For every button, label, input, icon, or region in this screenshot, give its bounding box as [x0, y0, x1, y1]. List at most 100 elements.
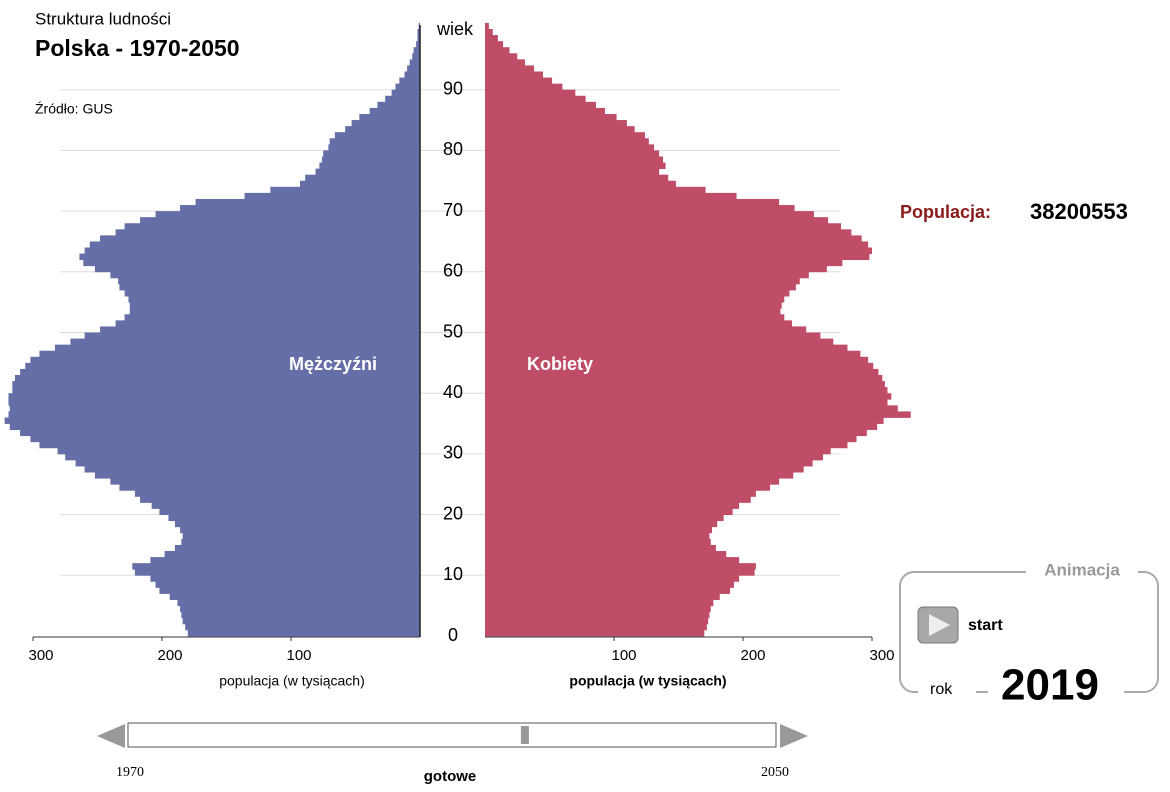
slider-prev[interactable]	[97, 724, 125, 748]
bar	[485, 338, 834, 346]
bar	[150, 557, 420, 564]
year-value: 2019	[1001, 661, 1099, 710]
x-axis-title: populacja (w tysiącach)	[569, 673, 726, 689]
bar	[485, 441, 848, 449]
bar	[391, 89, 420, 97]
bar	[485, 411, 911, 418]
bar	[89, 241, 420, 248]
bar	[485, 399, 888, 406]
bar	[485, 126, 635, 133]
bar	[164, 551, 420, 558]
bar	[4, 417, 421, 424]
bar	[485, 587, 731, 594]
year-label: rok	[930, 681, 953, 698]
bar	[485, 629, 705, 637]
x-tick-label: 300	[28, 647, 53, 664]
slider-handle[interactable]	[520, 726, 529, 744]
bar	[118, 277, 420, 285]
bar	[385, 95, 420, 103]
bar	[140, 217, 420, 224]
label-bg	[1026, 560, 1138, 582]
bar	[416, 41, 420, 48]
bar	[485, 113, 617, 121]
bar	[485, 308, 781, 315]
bar	[84, 332, 420, 339]
bar	[377, 101, 420, 109]
series-label: Mężczyźni	[289, 354, 377, 374]
bar	[485, 150, 660, 157]
slider-next[interactable]	[780, 724, 808, 748]
y-tick-label: 20	[443, 503, 463, 523]
bar	[9, 405, 421, 412]
bar	[485, 41, 504, 48]
bar	[128, 296, 420, 303]
bar	[412, 53, 420, 60]
bar	[485, 53, 518, 60]
bar	[75, 459, 420, 467]
bar	[485, 362, 874, 370]
bar	[485, 95, 586, 103]
bar	[485, 581, 734, 588]
bar	[417, 35, 420, 42]
bar	[485, 320, 793, 327]
y-tick-label: 40	[443, 382, 463, 402]
bar	[485, 162, 666, 170]
bar	[155, 211, 421, 218]
bar	[100, 326, 420, 333]
button-label[interactable]: start	[968, 617, 1003, 634]
bar	[485, 459, 813, 467]
bar	[159, 508, 421, 515]
chart-subtitle: Struktura ludności	[35, 9, 171, 28]
bar	[485, 259, 843, 267]
bar	[485, 387, 888, 394]
bar	[150, 575, 420, 582]
bar	[187, 629, 420, 637]
x-tick-label: 100	[286, 647, 311, 664]
bar	[110, 271, 421, 279]
bars	[4, 22, 911, 637]
bar	[25, 362, 420, 370]
bar	[409, 59, 420, 66]
bar	[485, 435, 857, 443]
bar	[132, 563, 420, 570]
bar	[140, 496, 420, 503]
bar	[151, 502, 420, 509]
play-icon	[929, 614, 950, 636]
status: gotowe	[424, 768, 477, 785]
y-tick-label: 30	[443, 443, 463, 463]
x-tick-label: 300	[869, 647, 894, 664]
bar	[180, 526, 420, 534]
bar	[417, 29, 420, 36]
slider-track[interactable]	[127, 722, 777, 748]
bar	[334, 132, 420, 139]
bar	[485, 538, 711, 546]
bar	[485, 520, 718, 528]
bar	[485, 217, 829, 224]
bar	[14, 374, 420, 382]
bar	[485, 302, 782, 309]
bar	[124, 290, 420, 297]
bar	[485, 253, 870, 261]
bar	[404, 71, 420, 78]
bar	[485, 332, 821, 339]
bar	[485, 290, 790, 297]
bar	[485, 393, 892, 400]
slider-max: 2050	[761, 765, 789, 780]
bar	[485, 59, 525, 66]
bar	[485, 186, 706, 194]
bar	[57, 447, 420, 455]
bar	[485, 22, 489, 30]
bar	[485, 271, 809, 279]
bar	[485, 205, 795, 212]
bar	[485, 326, 807, 333]
bar	[485, 174, 669, 182]
bar	[485, 350, 861, 358]
bar	[83, 259, 420, 267]
bar	[485, 223, 842, 230]
bar	[485, 296, 785, 303]
bar	[8, 399, 421, 406]
bar	[115, 229, 420, 236]
bar	[485, 107, 605, 115]
bar	[485, 35, 498, 42]
